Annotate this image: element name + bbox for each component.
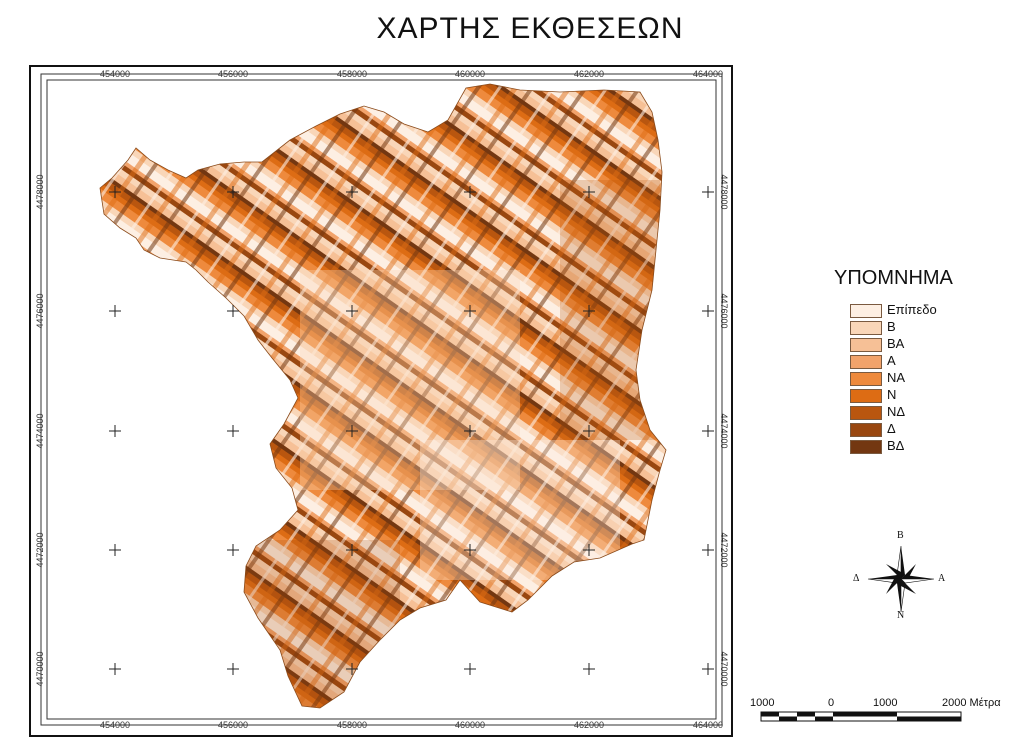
aspect-raster [100, 84, 666, 708]
tick-label: 4470000 [35, 651, 45, 686]
map-frame [29, 65, 733, 737]
x-tick-labels-bottom: 454000 456000 458000 460000 462000 464000 [100, 720, 723, 730]
tick-label: 460000 [455, 720, 485, 730]
scale-label-1000-left: 1000 [750, 697, 775, 709]
tick-label: 4478000 [719, 174, 729, 209]
legend-swatch [850, 355, 882, 369]
tick-label: 458000 [337, 69, 367, 79]
tick-label: 460000 [455, 69, 485, 79]
legend-swatch [850, 372, 882, 386]
tick-label: 4470000 [719, 651, 729, 686]
legend-swatch [850, 304, 882, 318]
grid-crosses [109, 186, 714, 675]
scale-label-1000: 1000 [873, 697, 898, 709]
tick-label: 4478000 [35, 174, 45, 209]
legend-label: Α [887, 353, 896, 368]
map-outer-neatline [40, 73, 723, 726]
tick-label: 464000 [693, 720, 723, 730]
legend-label: ΝΑ [887, 370, 906, 385]
tick-label: 456000 [218, 720, 248, 730]
legend-swatch [850, 423, 882, 437]
legend-swatch [850, 321, 882, 335]
legend-label: Δ [887, 421, 896, 436]
legend-swatch [850, 389, 882, 403]
y-tick-labels-left: 4478000 4476000 4474000 4472000 4470000 [35, 174, 45, 686]
tick-label: 456000 [218, 69, 248, 79]
legend-label: Β [887, 319, 896, 334]
tick-label: 4476000 [35, 293, 45, 328]
legend-title: ΥΠΟΜΝΗΜΑ [834, 267, 953, 289]
y-tick-labels-right: 4478000 4476000 4474000 4472000 4470000 [719, 174, 729, 686]
map-title: ΧΑΡΤΗΣ ΕΚΘΕΣΕΩΝ [376, 12, 684, 45]
region-boundary [99, 83, 667, 709]
legend-label: ΝΔ [887, 404, 906, 419]
tick-label: 462000 [574, 720, 604, 730]
tick-label: 458000 [337, 720, 367, 730]
legend-label: ΒΑ [887, 336, 905, 351]
legend-swatch [850, 440, 882, 454]
compass-north-label: Β [897, 530, 904, 541]
compass-rose-icon [867, 545, 935, 613]
map-neatline [46, 79, 717, 720]
tick-label: 4476000 [719, 293, 729, 328]
compass-west-label: Δ [853, 573, 860, 584]
tick-label: 462000 [574, 69, 604, 79]
scale-label-2000: 2000 Μέτρα [942, 697, 1001, 709]
tick-label: 4474000 [35, 413, 45, 448]
scale-label-0: 0 [828, 697, 835, 709]
tick-label: 454000 [100, 720, 130, 730]
legend-label: Ν [887, 387, 897, 402]
tick-label: 464000 [693, 69, 723, 79]
scale-bar [760, 711, 962, 722]
legend-label: ΒΔ [887, 438, 905, 453]
legend-swatch [850, 406, 882, 420]
tick-label: 454000 [100, 69, 130, 79]
legend-label: Επίπεδο [887, 302, 937, 317]
compass-south-label: Ν [897, 610, 905, 621]
tick-label: 4472000 [719, 532, 729, 567]
tick-label: 4472000 [35, 532, 45, 567]
legend-swatch [850, 338, 882, 352]
x-tick-labels-top: 454000 456000 458000 460000 462000 464000 [100, 69, 723, 79]
compass-east-label: Α [938, 573, 946, 584]
tick-label: 4474000 [719, 413, 729, 448]
